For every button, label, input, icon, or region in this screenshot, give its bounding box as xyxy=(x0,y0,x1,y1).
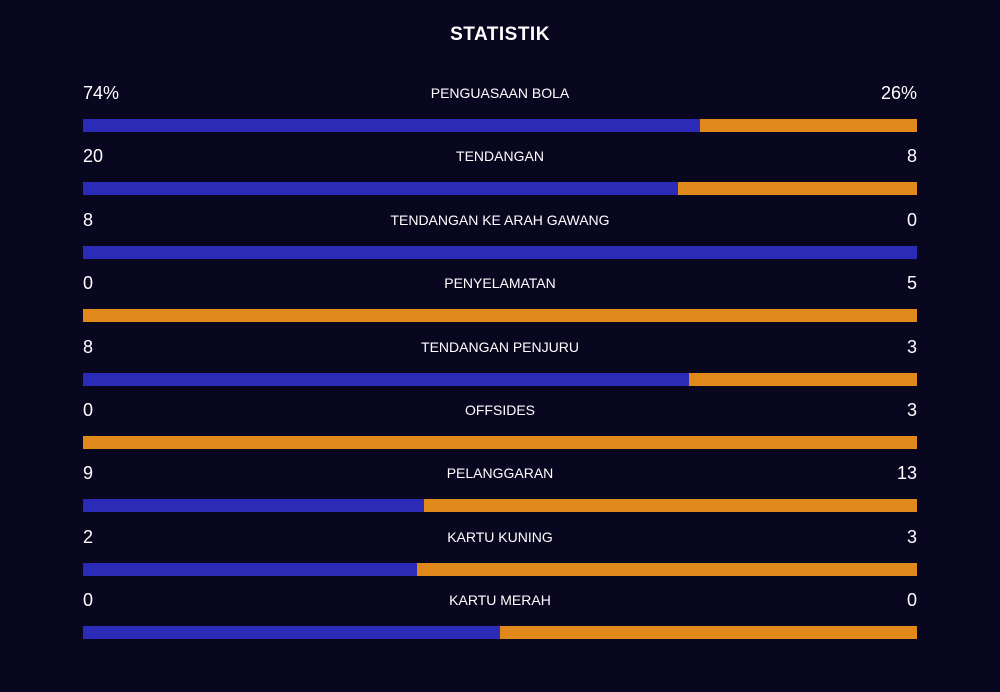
away-bar-fill xyxy=(500,626,917,640)
comparison-bar xyxy=(83,562,917,576)
stat-label: PENYELAMATAN xyxy=(444,275,556,292)
home-value: 9 xyxy=(83,463,94,484)
statistics-list: 74% PENGUASAAN BOLA 26% 20 TENDANGAN 8 8… xyxy=(83,80,917,651)
stat-row-shots: 20 TENDANGAN 8 xyxy=(83,143,917,206)
away-bar-fill xyxy=(689,372,917,386)
home-bar-fill xyxy=(83,499,425,513)
comparison-bar xyxy=(83,435,917,449)
home-value: 8 xyxy=(83,209,94,230)
away-value: 8 xyxy=(906,146,917,167)
away-bar-fill xyxy=(424,499,917,513)
stat-label: PENGUASAAN BOLA xyxy=(430,85,570,101)
comparison-bar xyxy=(83,372,917,386)
comparison-bar xyxy=(83,499,917,513)
stat-label: KARTU MERAH xyxy=(449,592,551,609)
stat-label: TENDANGAN xyxy=(456,148,544,165)
stat-label: TENDANGAN PENJURU xyxy=(421,338,579,355)
stat-label: PELANGGARAN xyxy=(446,465,554,482)
home-bar-fill xyxy=(83,119,701,132)
home-value: 74% xyxy=(83,83,120,103)
comparison-bar xyxy=(83,309,917,323)
comparison-bar xyxy=(83,626,917,640)
home-value: 20 xyxy=(83,146,104,167)
home-value: 0 xyxy=(83,590,94,611)
stat-row-offsides: 0 OFFSIDES 3 xyxy=(83,397,917,460)
away-value: 3 xyxy=(906,336,917,357)
home-bar-fill xyxy=(83,562,417,576)
away-bar-fill xyxy=(83,435,917,449)
away-value: 3 xyxy=(906,526,917,547)
away-value: 5 xyxy=(906,273,917,294)
stat-row-shots-on-target: 8 TENDANGAN KE ARAH GAWANG 0 xyxy=(83,207,917,270)
away-bar-fill xyxy=(416,562,917,576)
stat-row-corners: 8 TENDANGAN PENJURU 3 xyxy=(83,334,917,397)
home-value: 2 xyxy=(83,526,94,547)
home-bar-fill xyxy=(83,182,679,196)
away-value: 3 xyxy=(906,399,917,420)
stat-row-possession: 74% PENGUASAAN BOLA 26% xyxy=(83,80,917,143)
stat-row-red-cards: 0 KARTU MERAH 0 xyxy=(83,587,917,650)
home-bar-fill xyxy=(83,245,917,259)
home-value: 8 xyxy=(83,336,94,357)
home-bar-fill xyxy=(83,372,690,386)
comparison-bar xyxy=(83,182,917,196)
stat-row-yellow-cards: 2 KARTU KUNING 3 xyxy=(83,524,917,587)
away-value: 13 xyxy=(896,463,917,484)
stat-row-fouls: 9 PELANGGARAN 13 xyxy=(83,460,917,523)
away-value: 26% xyxy=(880,83,917,103)
home-bar-fill xyxy=(83,626,500,640)
comparison-bar xyxy=(83,119,917,132)
stat-label: KARTU KUNING xyxy=(447,528,553,545)
away-value: 0 xyxy=(906,590,917,611)
away-value: 0 xyxy=(906,209,917,230)
away-bar-fill xyxy=(83,309,917,323)
comparison-bar xyxy=(83,245,917,259)
away-bar-fill xyxy=(700,119,917,132)
home-value: 0 xyxy=(83,399,94,420)
stat-row-saves: 0 PENYELAMATAN 5 xyxy=(83,270,917,333)
stat-label: TENDANGAN KE ARAH GAWANG xyxy=(390,211,610,228)
home-value: 0 xyxy=(83,273,94,294)
statistics-title: STATISTIK xyxy=(450,24,550,45)
stat-label: OFFSIDES xyxy=(464,401,535,418)
away-bar-fill xyxy=(678,182,917,196)
